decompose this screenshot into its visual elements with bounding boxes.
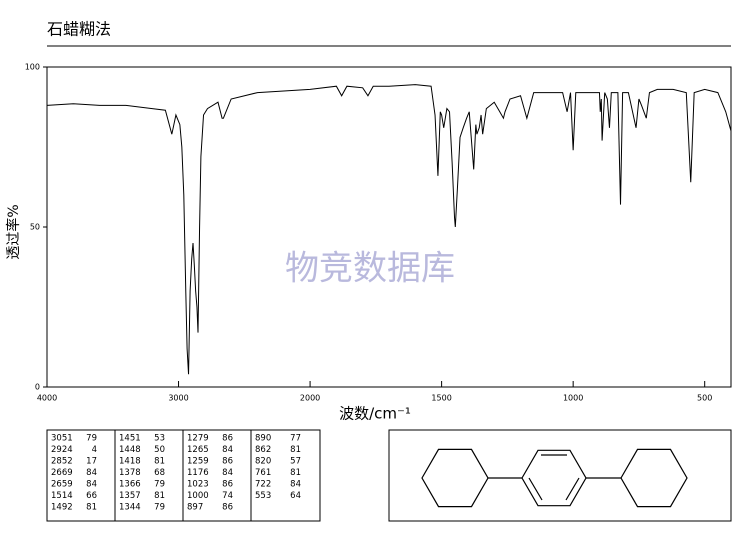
x-tick-label: 500 <box>697 394 712 403</box>
peak-transmittance: 86 <box>222 480 233 490</box>
peak-transmittance: 86 <box>222 503 233 513</box>
y-tick-label: 100 <box>25 63 40 72</box>
chart-title: 石蜡糊法 <box>47 20 111 39</box>
peak-transmittance: 84 <box>290 480 301 490</box>
peak-transmittance: 86 <box>222 457 233 467</box>
peak-transmittance: 81 <box>154 491 165 501</box>
peak-wavenumber: 1378 <box>119 468 141 478</box>
x-axis-label: 波数/cm⁻¹ <box>339 405 411 423</box>
peak-wavenumber: 1344 <box>119 503 141 513</box>
peak-wavenumber: 1418 <box>119 457 141 467</box>
peak-wavenumber: 2924 <box>51 445 73 455</box>
peak-wavenumber: 1366 <box>119 480 141 490</box>
spectrum-line <box>46 84 732 375</box>
watermark: 物竞数据库 <box>285 249 455 289</box>
peak-wavenumber: 1023 <box>187 480 209 490</box>
peak-wavenumber: 897 <box>187 503 203 513</box>
peak-wavenumber: 1492 <box>51 503 73 513</box>
peak-wavenumber: 1451 <box>119 434 141 444</box>
peak-transmittance: 84 <box>222 468 233 478</box>
peak-transmittance: 4 <box>92 445 97 455</box>
peak-wavenumber: 2669 <box>51 468 73 478</box>
x-tick-label: 1500 <box>431 394 451 403</box>
peak-wavenumber: 1448 <box>119 445 141 455</box>
peak-transmittance: 50 <box>154 445 165 455</box>
peak-wavenumber: 3051 <box>51 434 73 444</box>
peak-transmittance: 66 <box>86 491 97 501</box>
peak-transmittance: 64 <box>290 491 301 501</box>
peak-wavenumber: 761 <box>255 468 271 478</box>
peak-transmittance: 81 <box>154 457 165 467</box>
peak-transmittance: 68 <box>154 468 165 478</box>
peak-wavenumber: 862 <box>255 445 271 455</box>
peak-transmittance: 17 <box>86 457 97 467</box>
peak-transmittance: 81 <box>290 445 301 455</box>
peak-transmittance: 81 <box>290 468 301 478</box>
peak-wavenumber: 1176 <box>187 468 209 478</box>
peak-transmittance: 79 <box>86 434 97 444</box>
peak-transmittance: 86 <box>222 434 233 444</box>
structure <box>421 448 688 508</box>
plot-frame <box>46 66 732 388</box>
peak-transmittance: 81 <box>86 503 97 513</box>
peak-transmittance: 79 <box>154 480 165 490</box>
peak-wavenumber: 722 <box>255 480 271 490</box>
peak-wavenumber: 553 <box>255 491 271 501</box>
peak-transmittance: 74 <box>222 491 233 501</box>
x-tick-label: 1000 <box>563 394 583 403</box>
peak-transmittance: 53 <box>154 434 165 444</box>
x-tick-label: 2000 <box>300 394 320 403</box>
structure-frame <box>388 429 732 522</box>
peak-wavenumber: 1357 <box>119 491 141 501</box>
peak-transmittance: 84 <box>222 445 233 455</box>
peak-wavenumber: 1265 <box>187 445 209 455</box>
y-tick-label: 50 <box>30 223 40 232</box>
peak-transmittance: 84 <box>86 468 97 478</box>
peak-wavenumber: 890 <box>255 434 271 444</box>
peak-transmittance: 57 <box>290 457 301 467</box>
peak-wavenumber: 1000 <box>187 491 209 501</box>
peak-wavenumber: 1514 <box>51 491 73 501</box>
peak-table-dividers <box>114 430 252 521</box>
peak-wavenumber: 1279 <box>187 434 209 444</box>
peak-wavenumber: 1259 <box>187 457 209 467</box>
peak-wavenumber: 2659 <box>51 480 73 490</box>
peak-transmittance: 84 <box>86 480 97 490</box>
x-tick-label: 3000 <box>168 394 188 403</box>
y-tick-label: 0 <box>35 383 40 392</box>
y-axis-label: 透过率% <box>5 204 22 259</box>
peak-transmittance: 79 <box>154 503 165 513</box>
peak-wavenumber: 2852 <box>51 457 73 467</box>
peak-wavenumber: 820 <box>255 457 271 467</box>
peak-transmittance: 77 <box>290 434 301 444</box>
x-tick-label: 4000 <box>37 394 57 403</box>
